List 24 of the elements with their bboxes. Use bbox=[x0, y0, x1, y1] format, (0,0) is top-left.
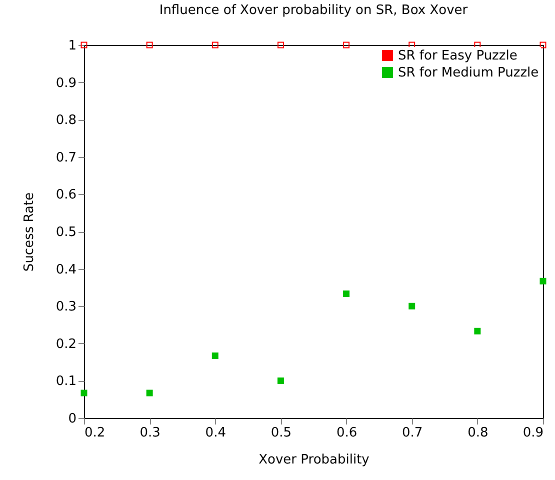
x-tick-label: 0.3 bbox=[140, 426, 160, 440]
y-tick-label: 0.5 bbox=[56, 225, 76, 240]
y-tick-label: 0.8 bbox=[56, 113, 76, 128]
y-tick-label: 0.3 bbox=[56, 300, 76, 315]
legend-label: SR for Medium Puzzle bbox=[398, 66, 539, 80]
y-tick-label: 0 bbox=[68, 412, 76, 426]
y-tick-label: 0.2 bbox=[56, 336, 76, 352]
legend-label: SR for Easy Puzzle bbox=[398, 48, 518, 64]
chart-title: Influence of Xover probability on SR, Box Xover bbox=[159, 3, 468, 18]
x-tick-label: 0.2 bbox=[84, 426, 106, 440]
x-tick-label: 0.5 bbox=[270, 426, 292, 440]
x-tick-label: 0.7 bbox=[402, 426, 423, 440]
y-tick-label: 0.1 bbox=[56, 374, 76, 390]
x-tick-label: 0.4 bbox=[205, 426, 226, 440]
y-tick-label: 0.4 bbox=[56, 262, 76, 278]
y-tick-label: 0.6 bbox=[56, 188, 76, 203]
y-tick-label: 0.7 bbox=[56, 150, 76, 166]
x-tick-label: 0.9 bbox=[522, 426, 544, 440]
y-tick-label: 1 bbox=[68, 38, 76, 54]
y-axis-title: Sucess Rate bbox=[22, 192, 37, 272]
y-tick-label: 0.9 bbox=[56, 76, 76, 91]
x-axis-title: Xover Probability bbox=[258, 452, 370, 468]
x-tick-label: 0.8 bbox=[468, 426, 488, 440]
x-tick-label: 0.6 bbox=[336, 426, 358, 440]
